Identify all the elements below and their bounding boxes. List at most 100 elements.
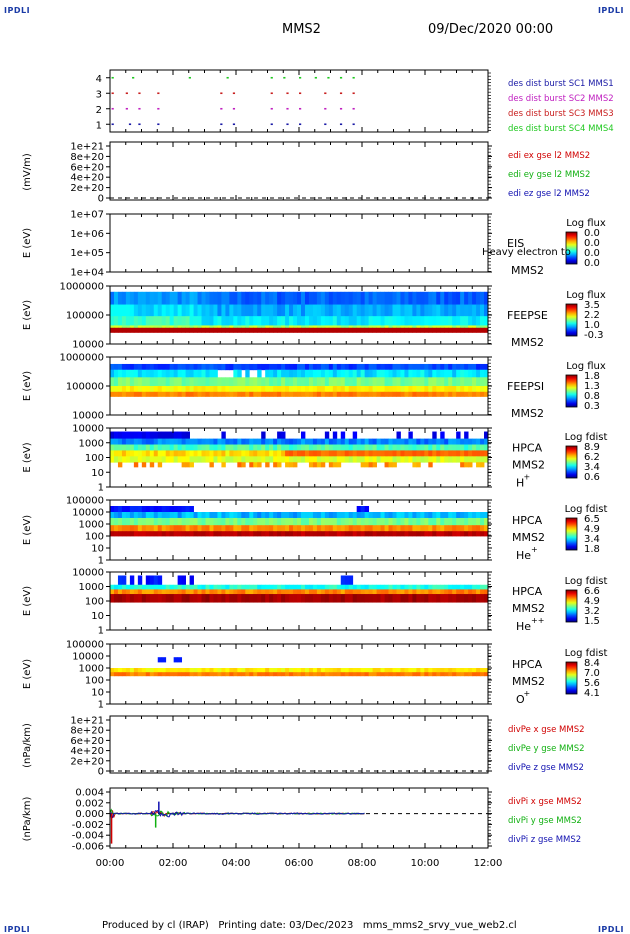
panel-hpca-hepp-cell (328, 589, 334, 595)
panel-hpca-h-cell (269, 456, 274, 463)
panel-feepse-cell (368, 304, 374, 317)
panel-hpca-hepp-cell (456, 594, 461, 603)
panel-feepsi-cell (412, 386, 417, 393)
panel-feepse-cell (408, 291, 413, 305)
panel-divpi-series-line (109, 808, 365, 817)
panel-hpca-h-cell (157, 431, 163, 440)
panel-feepse-cell (249, 316, 254, 326)
panel-hpca-he-cell (117, 506, 123, 513)
panel-hpca-he-cell (257, 512, 262, 519)
panel-hpca-o-ytick-label: 10 (91, 688, 104, 699)
panel-hpca-h-species-label: H (516, 477, 524, 490)
panel-hpca-he-cell (336, 531, 342, 537)
panel-feepsi-cell (360, 377, 366, 387)
panel-hpca-he-cell (436, 518, 441, 526)
panel-hpca-hepp-cell (221, 584, 226, 590)
panel-hpca-he-cell (221, 512, 226, 519)
panel-hpca-he-cell (261, 525, 266, 532)
panel-hpca-h-cell (257, 462, 262, 468)
panel-hpca-hepp-cell (356, 594, 362, 603)
panel-feepsi-spacecraft-label: MMS2 (511, 407, 544, 420)
panel-burst-burst-mark (299, 107, 302, 110)
panel-feepse-cell (165, 325, 171, 329)
panel-feepse-cell (400, 304, 405, 317)
panel-feepse-cell (117, 316, 123, 326)
panel-feepsi-cell (297, 377, 302, 387)
panel-eis-colorbar-tick: 0.0 (584, 248, 600, 259)
panel-hpca-hepp-colorbar-tick: 3.2 (584, 606, 600, 617)
panel-hpca-h-cell (324, 438, 330, 445)
panel-hpca-h-cell (396, 456, 401, 463)
panel-feepsi-cell (456, 386, 461, 393)
panel-hpca-h-cell (388, 462, 393, 468)
panel-hpca-he-colorbar-tick: 1.8 (584, 544, 600, 555)
panel-hpca-o-colorbar-tick: 7.0 (584, 668, 600, 679)
panel-hpca-h-cell (300, 431, 306, 440)
panel-feepsi-cell (484, 363, 489, 371)
panel-hpca-he-cell (444, 525, 449, 532)
panel-hpca-he-cell (273, 518, 278, 526)
panel-feepse-cell (368, 325, 374, 329)
panel-hpca-hepp-cell (460, 589, 465, 595)
panel-hpca-o-cell (113, 668, 119, 673)
panel-hpca-he-cell (197, 512, 202, 519)
panel-hpca-o-cell (293, 672, 298, 677)
panel-feepse-cell (452, 325, 457, 329)
panel-hpca-he-cell (420, 525, 425, 532)
panel-hpca-o-colorbar-tick: 4.1 (584, 688, 600, 699)
panel-hpca-o-cell (197, 672, 202, 677)
panel-hpca-o-cell (229, 672, 234, 677)
panel-hpca-he-cell (456, 512, 461, 519)
panel-feepsi-colorbar (565, 374, 578, 408)
panel-hpca-h-cell (428, 456, 433, 463)
panel-hpca-he-cell (420, 531, 425, 537)
panel-hpca-he-cell (110, 531, 115, 537)
panel-hpca-he-cell (472, 531, 477, 537)
panel-hpca-hepp-cell (440, 584, 445, 590)
panel-feepse-cell (237, 291, 242, 305)
panel-feepsi-cell (269, 363, 274, 371)
panel-feepsi-cell (113, 391, 119, 397)
panel-hpca-hepp-cell (360, 594, 366, 603)
panel-hpca-h-spectrogram (110, 431, 489, 468)
panel-hpca-he-cell (229, 531, 234, 537)
panel-hpca-h-cell (233, 444, 238, 451)
panel-hpca-h-cell (460, 450, 465, 457)
panel-hpca-he-cell (221, 518, 226, 526)
panel-feepse-cell (253, 325, 258, 329)
panel-feepse-cell (348, 304, 354, 317)
panel-feepsi-cell (372, 391, 377, 397)
panel-hpca-he-cell (352, 512, 358, 519)
panel-feepsi-cell (404, 369, 409, 378)
panel-feepse-cell (137, 327, 143, 333)
panel-hpca-he-cell (340, 518, 346, 526)
panel-hpca-hepp-cell (237, 584, 242, 590)
panel-hpca-h-cell (396, 450, 401, 457)
panel-feepsi-cell (364, 363, 370, 371)
panel-eis-ylabel: E (eV) (22, 228, 33, 258)
panel-feepsi-cell (444, 391, 449, 397)
panel-feepsi-cell (412, 391, 417, 397)
panel-feepse-cell (392, 304, 397, 317)
panel-hpca-h-cell (460, 462, 465, 468)
panel-hpca-o-cell (133, 672, 139, 677)
panel-hpca-hepp-cell (400, 584, 405, 590)
panel-hpca-o-cell (173, 657, 179, 663)
panel-hpca-he-cell (436, 531, 441, 537)
panel-hpca-h-cell (229, 444, 234, 451)
panel-hpca-hepp-cell (153, 584, 159, 590)
panel-feepsi-cell (277, 363, 282, 371)
panel-hpca-hepp-cell (448, 594, 453, 603)
panel-hpca-he-cell (316, 512, 322, 519)
panel-burst-ytick-label: 3 (96, 89, 102, 100)
panel-hpca-hepp-cell (396, 589, 401, 595)
panel-feepsi-cell (229, 386, 234, 393)
panel-feepsi-cell (384, 377, 389, 387)
panel-feepsi-cell (113, 369, 119, 378)
panel-hpca-o-cell (448, 672, 453, 677)
panel-feepse-cell (424, 304, 429, 317)
panel-feepsi-cell (257, 363, 262, 371)
panel-hpca-h-cell (304, 438, 310, 445)
panel-feepse-cell (316, 327, 322, 333)
panel-hpca-he-cell (185, 525, 190, 532)
